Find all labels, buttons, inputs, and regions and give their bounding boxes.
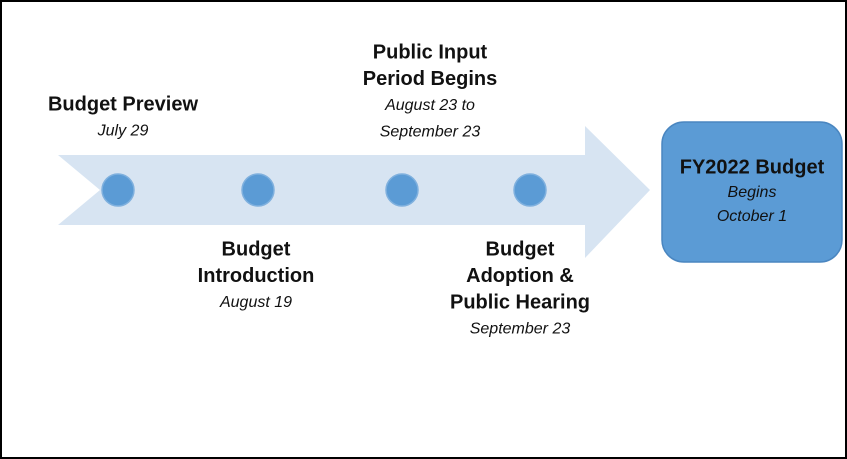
milestone-title: Budget Preview [48,93,198,115]
milestone-date: August 23 to [384,97,475,114]
timeline-arrow [58,126,650,258]
milestone-date: July 29 [97,123,149,140]
milestone-title: Adoption & [466,265,574,287]
milestone-title: Budget [486,238,555,260]
end-detail: October 1 [717,208,787,225]
end-title: FY2022 Budget [680,156,825,178]
milestone-title: Period Begins [363,68,497,90]
end-box [661,121,843,263]
milestone-title: Public Hearing [450,291,590,313]
milestone-date: September 23 [380,124,481,141]
milestone-dot [241,173,275,207]
milestone-dot [513,173,547,207]
milestone-dot [101,173,135,207]
milestone-date: September 23 [470,321,571,338]
milestone-date: August 19 [219,294,292,311]
milestone-dot [385,173,419,207]
milestone-title: Introduction [198,265,315,287]
end-detail: Begins [728,184,777,201]
milestone-title: Budget [222,238,291,260]
milestone-title: Public Input [373,41,488,63]
